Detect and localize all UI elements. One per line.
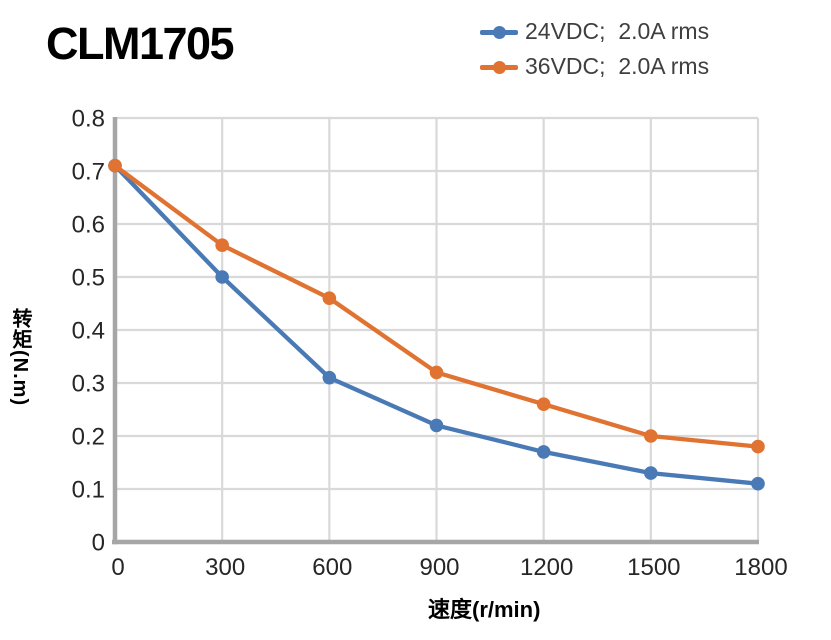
data-point-marker xyxy=(536,445,551,459)
x-tick-label: 600 xyxy=(312,554,352,581)
y-tick-label: 0.5 xyxy=(72,265,105,292)
legend-item-36vdc: 36VDC; 2.0A rms xyxy=(480,52,709,81)
legend-dot-swatch xyxy=(493,25,506,39)
data-point-marker xyxy=(322,370,337,385)
y-tick-label: 0.1 xyxy=(72,477,105,504)
line-dot-marker-icon xyxy=(480,25,518,39)
x-tick-label: 300 xyxy=(205,554,245,581)
y-tick-label: 0.3 xyxy=(72,371,105,398)
data-point-marker xyxy=(751,439,765,454)
data-point-marker xyxy=(751,476,765,491)
data-point-marker xyxy=(322,291,337,306)
x-tick-label: 1800 xyxy=(734,554,787,581)
data-point-marker xyxy=(536,397,551,412)
y-tick-label: 0.2 xyxy=(72,424,105,451)
data-point-marker xyxy=(429,365,444,380)
data-point-marker xyxy=(644,429,658,443)
chart-title: CLM1705 xyxy=(46,18,235,69)
legend-item-24vdc: 24VDC; 2.0A rms xyxy=(480,17,709,46)
legend-label-36vdc: 36VDC; 2.0A rms xyxy=(525,53,710,79)
y-tick-label: 0.7 xyxy=(72,159,105,186)
data-point-marker xyxy=(108,158,122,173)
line-dot-marker-icon xyxy=(480,60,518,74)
x-tick-label: 900 xyxy=(419,554,459,581)
legend-dot-swatch xyxy=(493,60,506,74)
y-tick-label: 0.8 xyxy=(72,106,105,133)
y-tick-label: 0.4 xyxy=(72,318,105,345)
legend-label-24vdc: 24VDC; 2.0A rms xyxy=(525,18,710,44)
data-point-marker xyxy=(429,418,444,433)
x-tick-label: 1200 xyxy=(520,554,573,581)
data-point-marker xyxy=(215,238,229,252)
x-tick-label: 0 xyxy=(111,554,124,581)
data-point-marker xyxy=(644,466,658,480)
legend: 24VDC; 2.0A rms 36VDC; 2.0A rms xyxy=(480,17,709,81)
y-tick-label: 0 xyxy=(92,530,105,557)
x-axis-title: 速度(r/min) xyxy=(428,597,541,622)
x-tick-label: 1500 xyxy=(627,554,680,581)
data-point-marker xyxy=(215,270,229,284)
y-axis-title: 转矩(N.m) xyxy=(9,307,31,407)
y-tick-label: 0.6 xyxy=(72,212,105,239)
